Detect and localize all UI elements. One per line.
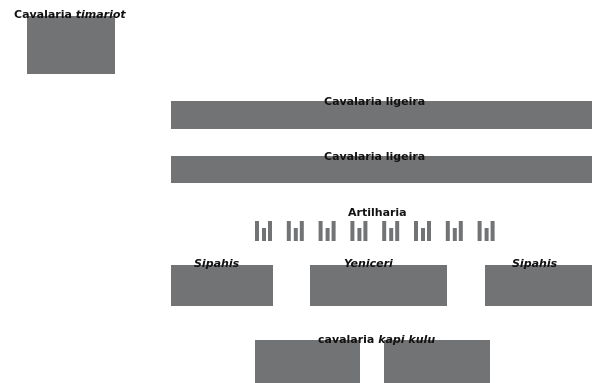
- yeniceri-block: [310, 265, 447, 306]
- artillery-bar: [262, 228, 266, 241]
- artillery-piece: [255, 221, 272, 241]
- artillery-bar: [490, 221, 495, 241]
- artillery-bar: [350, 221, 355, 241]
- artillery-piece: [318, 221, 336, 241]
- artillery-piece: [350, 221, 368, 241]
- artillery-bar: [357, 228, 362, 241]
- artillery-bar: [427, 221, 431, 241]
- sipahis-left-label: Sipahis: [194, 257, 240, 270]
- sipahis-right-block: [485, 265, 592, 306]
- artillery-bar: [458, 221, 463, 241]
- kapikulu-block-right: [384, 340, 490, 383]
- timariot-emph: timariot: [75, 8, 126, 21]
- artillery-label: Artilharia: [348, 206, 407, 219]
- timariot-prefix: Cavalaria: [14, 8, 76, 21]
- artillery-piece: [286, 221, 304, 241]
- light-cavalry-label-1: Cavalaria ligeira: [324, 95, 426, 108]
- artillery-piece: [382, 221, 400, 241]
- timariot-cavalry-label: Cavalaria timariot: [14, 8, 126, 21]
- sipahis-left-block: [171, 265, 273, 306]
- artillery-bar: [293, 228, 298, 241]
- artillery-bar: [268, 221, 272, 241]
- artillery-bar: [484, 228, 489, 241]
- artillery-bar: [299, 221, 304, 241]
- kapikulu-emph: kapi kulu: [378, 333, 436, 346]
- artillery-piece: [477, 221, 495, 241]
- artillery-bar: [477, 221, 482, 241]
- artillery-bar: [389, 228, 394, 241]
- artillery-piece: [445, 221, 463, 241]
- artillery-bar: [414, 221, 418, 241]
- kapikulu-label: cavalaria kapi kulu: [318, 333, 435, 346]
- timariot-cavalry-block: [27, 16, 115, 74]
- artillery-bar: [395, 221, 400, 241]
- light-cavalry-block-2: [171, 156, 592, 183]
- artillery-bar: [421, 228, 425, 241]
- artillery-piece: [414, 221, 431, 241]
- artillery-bar: [255, 221, 259, 241]
- artillery-bar: [325, 228, 330, 241]
- artillery-bar: [382, 221, 387, 241]
- artillery-bar: [331, 221, 336, 241]
- artillery-bar: [286, 221, 291, 241]
- kapikulu-block-left: [255, 340, 360, 383]
- artillery-bar: [363, 221, 368, 241]
- kapikulu-prefix: cavalaria: [318, 333, 379, 346]
- light-cavalry-label-2: Cavalaria ligeira: [324, 150, 426, 163]
- sipahis-right-label: Sipahis: [512, 257, 558, 270]
- yeniceri-label: Yeniceri: [344, 257, 393, 270]
- artillery-bar: [318, 221, 323, 241]
- artillery-bar: [445, 221, 450, 241]
- light-cavalry-block-1: [171, 101, 592, 129]
- artillery-bar: [452, 228, 457, 241]
